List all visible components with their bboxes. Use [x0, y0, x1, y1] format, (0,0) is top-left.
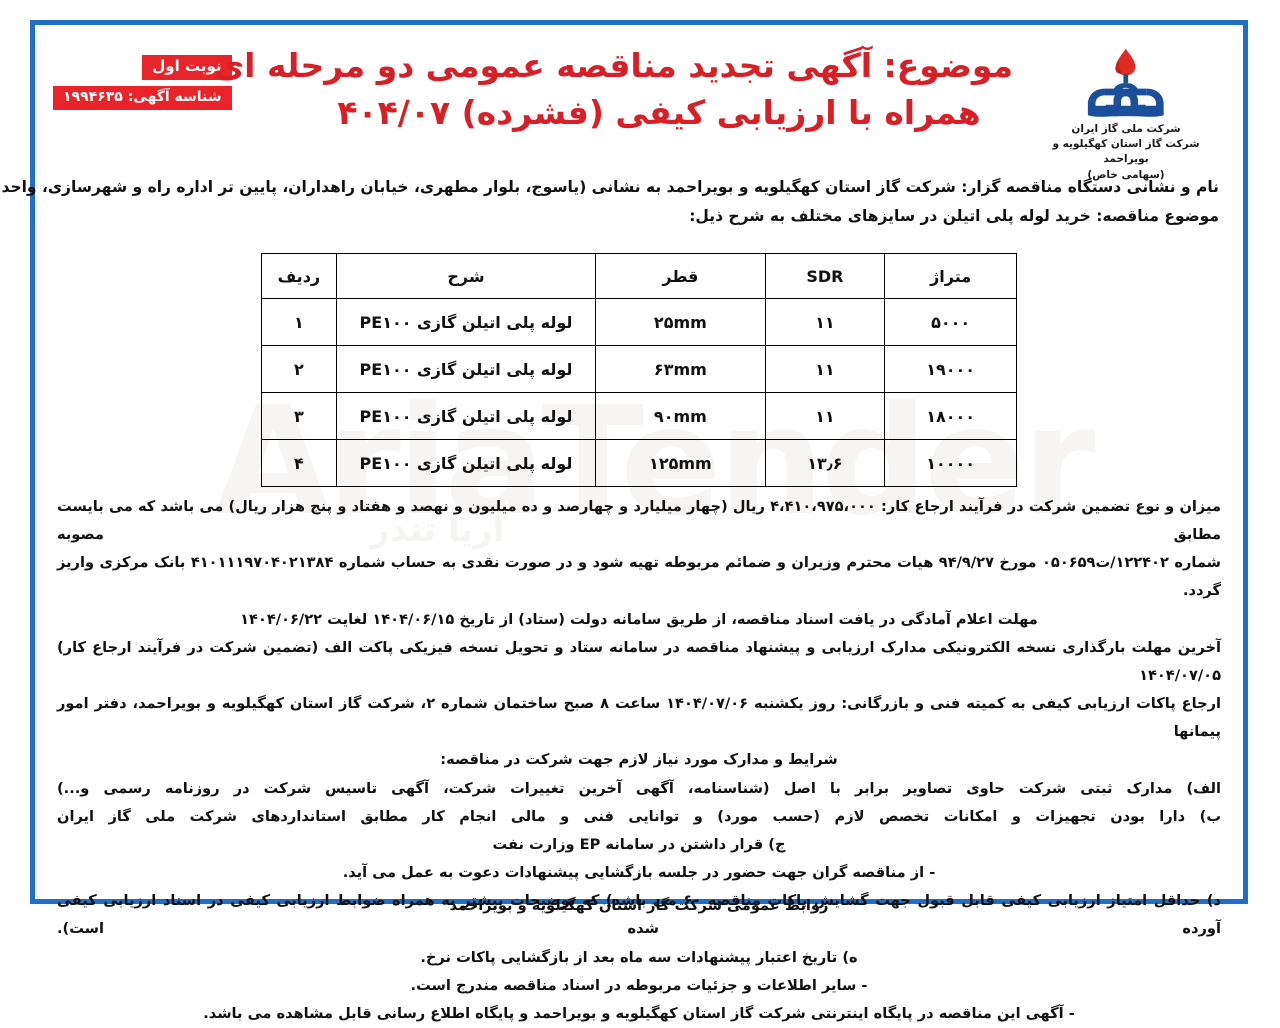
- cell-sdr: ۱۱: [764, 392, 886, 440]
- title-line-2: همراه با ارزیابی کیفی (فشرده) ۴۰۴/۰۷: [337, 92, 981, 132]
- round-badge: نوبت اول: [142, 55, 232, 81]
- logo-caption-line-3: (سهامی خاص): [1087, 168, 1165, 181]
- condition-item-d: د) حداقل امتیاز ارزیابی کیفی قابل قبول ج…: [57, 892, 1221, 938]
- cell-metraj: ۱۹۰۰۰: [884, 345, 1017, 393]
- cell-metraj: ۱۸۰۰۰: [884, 392, 1017, 440]
- ad-id-badge: شناسه آگهی: ۱۹۹۴۶۳۵: [53, 86, 232, 111]
- items-table-wrap: متراژ SDR قطر شرح ردیف ۵۰۰۰ ۱۱ ۲۵mm لوله…: [35, 253, 1243, 487]
- badge-group: نوبت اول شناسه آگهی: ۱۹۹۴۶۳۵: [53, 55, 232, 111]
- intro-block: نام و نشانی دستگاه مناقصه گزار: شرکت گاز…: [0, 173, 1219, 232]
- page-frame: AriaTender آریا تندر نوبت اول شناسه آگهی…: [0, 20, 1248, 1022]
- items-table: متراژ SDR قطر شرح ردیف ۵۰۰۰ ۱۱ ۲۵mm لوله…: [261, 253, 1017, 487]
- cell-radif: ۴: [261, 439, 337, 487]
- table-row: ۵۰۰۰ ۱۱ ۲۵mm لوله پلی اتیلن گازی PE۱۰۰ ۱: [261, 298, 1017, 346]
- note-website: - آگهی این مناقصه در پایگاه اینترنتی شرک…: [203, 1004, 1075, 1022]
- cell-metraj: ۵۰۰۰: [884, 298, 1017, 346]
- page-title: موضوع: آگهی تجدید مناقصه عمومی دو مرحله …: [213, 43, 1013, 137]
- cell-radif: ۳: [261, 392, 337, 440]
- document-header: نوبت اول شناسه آگهی: ۱۹۹۴۶۳۵ موضوع: آگهی…: [35, 33, 1243, 181]
- deadline-docs-line: مهلت اعلام آمادگی در یافت اسناد مناقصه، …: [240, 610, 1038, 628]
- th-ghotr: قطر: [595, 253, 766, 299]
- note-invite: - از مناقصه گران جهت حضور در جلسه بازگشا…: [342, 864, 936, 882]
- condition-item-e: ه) تاریخ اعتبار پیشنهادات سه ماه بعد از …: [420, 948, 858, 966]
- body-text-block: میزان و نوع تضمین شرکت در فرآیند ارجاع ک…: [57, 493, 1221, 1028]
- cell-sharh: لوله پلی اتیلن گازی PE۱۰۰: [335, 345, 597, 393]
- cell-ghotr: ۶۳mm: [595, 345, 766, 393]
- cell-sdr: ۱۳٫۶: [764, 439, 886, 487]
- title-line-1: موضوع: آگهی تجدید مناقصه عمومی دو مرحله …: [213, 46, 1013, 85]
- th-radif: ردیف: [261, 253, 337, 299]
- cell-ghotr: ۲۵mm: [595, 298, 766, 346]
- table-row: ۱۸۰۰۰ ۱۱ ۹۰mm لوله پلی اتیلن گازی PE۱۰۰ …: [261, 392, 1017, 440]
- intro-subject-line: موضوع مناقصه: خرید لوله پلی اتیلن در سای…: [689, 207, 1219, 226]
- cell-sdr: ۱۱: [764, 345, 886, 393]
- logo-caption-line-2: شرکت گاز استان کهگیلویه و بویراحمد: [1052, 138, 1200, 166]
- guarantee-paragraph-line-1: میزان و نوع تضمین شرکت در فرآیند ارجاع ک…: [57, 498, 1221, 544]
- cell-ghotr: ۱۲۵mm: [595, 439, 766, 487]
- th-sharh: شرح: [335, 253, 597, 299]
- cell-sharh: لوله پلی اتیلن گازی PE۱۰۰: [335, 392, 597, 440]
- cell-radif: ۱: [261, 298, 337, 346]
- intro-employer-line: نام و نشانی دستگاه مناقصه گزار: شرکت گاز…: [0, 178, 1219, 196]
- nigc-flame-logo-icon: [1088, 48, 1164, 117]
- th-sdr: SDR: [764, 253, 886, 299]
- cell-sharh: لوله پلی اتیلن گازی PE۱۰۰: [335, 439, 597, 487]
- signature-line: روابط عمومی شرکت گاز استان کهگیلویه و بو…: [449, 897, 829, 914]
- conditions-heading: شرایط و مدارک مورد نیاز لازم جهت شرکت در…: [440, 751, 838, 769]
- committee-line: ارجاع پاکات ارزیابی کیفی به کمیته فنی و …: [57, 695, 1221, 741]
- th-metraj: متراژ: [884, 253, 1017, 299]
- logo-caption-line-1: شرکت ملی گاز ایران: [1071, 123, 1181, 135]
- table-header-row: متراژ SDR قطر شرح ردیف: [261, 253, 1017, 299]
- logo-caption: شرکت ملی گاز ایران شرکت گاز استان کهگیلو…: [1031, 122, 1221, 183]
- note-other-info: - سایر اطلاعات و جزئیات مربوطه در اسناد …: [410, 976, 868, 994]
- cell-sharh: لوله پلی اتیلن گازی PE۱۰۰: [335, 298, 597, 346]
- cell-sdr: ۱۱: [764, 298, 886, 346]
- company-logo-block: شرکت ملی گاز ایران شرکت گاز استان کهگیلو…: [1031, 47, 1221, 183]
- condition-item-b: ب) دارا بودن تجهیزات و امکانات تخصص لازم…: [57, 807, 1221, 825]
- guarantee-paragraph-line-2: شماره ۱۲۲۴۰۲/ت۰۵۰۶۵۹ مورخ ۹۴/۹/۲۷ هیات م…: [57, 554, 1221, 600]
- table-row: ۱۰۰۰۰ ۱۳٫۶ ۱۲۵mm لوله پلی اتیلن گازی PE۱…: [261, 439, 1017, 487]
- table-row: ۱۹۰۰۰ ۱۱ ۶۳mm لوله پلی اتیلن گازی PE۱۰۰ …: [261, 345, 1017, 393]
- cell-ghotr: ۹۰mm: [595, 392, 766, 440]
- cell-metraj: ۱۰۰۰۰: [884, 439, 1017, 487]
- condition-item-a: الف) مدارک ثبتی شرکت حاوی تصاویر برابر ب…: [57, 779, 1221, 797]
- condition-item-c: ج) قرار داشتن در سامانه EP وزارت نفت: [492, 835, 786, 853]
- cell-radif: ۲: [261, 345, 337, 393]
- deadline-upload-line: آخرین مهلت بارگذاری نسخه الکترونیکی مدار…: [57, 638, 1221, 684]
